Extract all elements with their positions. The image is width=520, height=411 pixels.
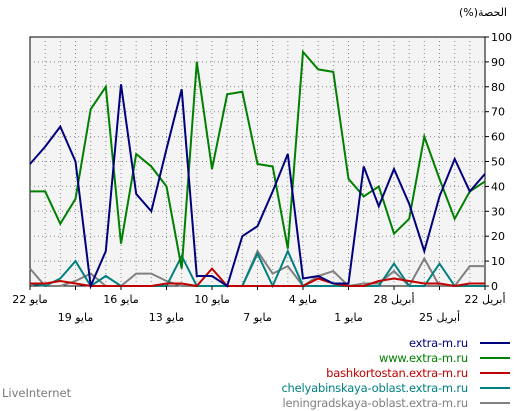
series-line-0 <box>29 84 486 290</box>
legend-item-1: www.extra-m.ru <box>250 351 510 365</box>
x-tick-label-8: 28 أبريل <box>373 292 414 306</box>
legend-swatch-4 <box>480 402 510 404</box>
x-tick-label-3: 13 مايو <box>149 311 185 324</box>
legend-swatch-2 <box>480 372 510 374</box>
series-line-3 <box>29 248 485 289</box>
y-tick-label-1: 10 <box>491 255 505 268</box>
x-tick-label-9: 25 أبريل <box>419 310 460 324</box>
legend-label-1: www.extra-m.ru <box>378 351 468 365</box>
legend-label-2: bashkortostan.extra-m.ru <box>326 366 468 380</box>
y-tick-label-0: 0 <box>491 280 498 293</box>
legend-item-0: extra-m.ru <box>250 336 510 350</box>
y-tick-label-3: 30 <box>491 205 505 218</box>
legend-item-3: chelyabinskaya-oblast.extra-m.ru <box>250 381 510 395</box>
x-tick-label-2: 16 مايو <box>103 293 139 306</box>
x-tick-label-10: 22 أبريل <box>464 292 505 306</box>
legend-label-3: chelyabinskaya-oblast.extra-m.ru <box>281 381 468 395</box>
y-tick-label-5: 50 <box>491 156 505 169</box>
x-axis: 22 مايو 19 مايو 16 مايو 13 مايو 10 مايو 7 ماي… <box>12 286 506 324</box>
y-tick-label-6: 60 <box>491 131 505 144</box>
watermark: LiveInternet <box>2 386 72 400</box>
y-tick-label-9: 90 <box>491 56 505 69</box>
legend-swatch-1 <box>480 357 510 359</box>
x-tick-label-0: 22 مايو <box>12 293 48 306</box>
x-tick-label-1: 19 مايو <box>58 311 94 324</box>
y-tick-label-4: 40 <box>491 180 505 193</box>
y-tick-label-8: 80 <box>491 81 505 94</box>
y-tick-label-10: 100 <box>491 31 512 44</box>
y-axis: 0 10 20 30 40 50 60 70 80 90 100 <box>485 31 512 293</box>
legend-swatch-0 <box>480 342 510 344</box>
x-tick-label-7: 1 مايو <box>334 311 363 324</box>
legend-item-2: bashkortostan.extra-m.ru <box>250 366 510 380</box>
y-tick-label-7: 70 <box>491 106 505 119</box>
x-tick-label-5: 7 مايو <box>243 311 272 324</box>
x-tick-label-4: 10 مايو <box>194 293 230 306</box>
y-tick-label-2: 20 <box>491 230 505 243</box>
legend-label-0: extra-m.ru <box>409 336 468 350</box>
y-axis-label: (%)الحصة <box>459 6 507 19</box>
chart: 0 10 20 30 40 50 60 70 80 90 100 22 مايو 19 مايو 16 … <box>12 6 512 324</box>
series-line-1 <box>30 49 486 269</box>
legend-label-4: leningradskaya-oblast.extra-m.ru <box>282 396 469 410</box>
legend: extra-m.ru www.extra-m.ru bashkortostan.ex… <box>250 336 510 411</box>
x-tick-label-6: 4 مايو <box>289 293 318 306</box>
legend-item-4: leningradskaya-oblast.extra-m.ru <box>250 396 510 410</box>
legend-swatch-3 <box>480 387 510 389</box>
